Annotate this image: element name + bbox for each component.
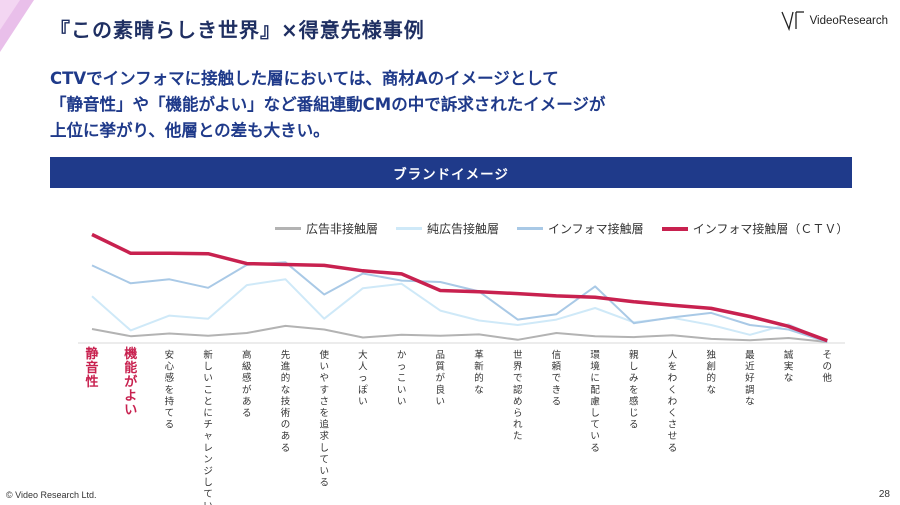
legend-item-4: インフォマ接触層（ＣＴＶ） (661, 220, 849, 237)
category-label-2: 機能がよい (124, 346, 137, 418)
category-label-7: 使いやすさを追求している (319, 349, 329, 489)
page-number: 28 (878, 489, 890, 500)
page-title: 『この素晴らしき世界』×得意先様事例 (50, 18, 425, 42)
category-label-19: 誠実な (784, 349, 794, 384)
legend-label-3: インフォマ接触層 (548, 222, 644, 236)
corner-accent-inner (0, 0, 20, 30)
legend-label-2: 純広告接触層 (427, 222, 500, 236)
category-label-16: 人をわくわくさせる (668, 350, 678, 454)
legend-label-4: インフォマ接触層（ＣＴＶ） (692, 222, 849, 236)
category-label-12: 世界で認められた (513, 349, 523, 442)
chart-legend: 広告非接触層 純広告接触層 インフォマ接触層 インフォマ接触層（ＣＴＶ） (275, 220, 848, 237)
legend-swatch-4 (661, 226, 688, 231)
category-label-20: その他 (823, 350, 833, 384)
legend-swatch-3 (517, 227, 544, 230)
category-label-1: 静音性 (85, 346, 98, 390)
category-label-6: 先進的な技術のある (281, 349, 291, 454)
logo-text: VideoResearch (809, 15, 888, 27)
series-line-3 (91, 261, 828, 343)
category-label-10: 品質が良い (436, 350, 446, 407)
headline: CTVでインフォマに接触した層においては、商材Aのイメージとして 「静音性」や「… (50, 66, 850, 144)
section-banner: ブランドイメージ (50, 157, 852, 188)
series-line-4 (91, 232, 828, 343)
brand-logo: VideoResearch (780, 10, 888, 32)
category-label-11: 革新的な (474, 349, 484, 396)
category-label-9: かっこいい (397, 350, 407, 407)
headline-line-3: 上位に挙がり、他層との差も大きい。 (50, 121, 330, 140)
headline-line-1: CTVでインフォマに接触した層においては、商材Aのイメージとして (50, 69, 559, 88)
legend-item-2: 純広告接触層 (396, 220, 499, 237)
legend-swatch-1 (275, 227, 301, 230)
legend-item-3: インフォマ接触層 (517, 220, 644, 237)
series-line-2 (91, 278, 828, 343)
legend-swatch-2 (396, 227, 423, 230)
category-label-14: 環境に配慮している (590, 350, 600, 454)
category-label-3: 安心感を持てる (165, 349, 175, 431)
category-label-18: 最近好調な (745, 350, 755, 407)
legend-item-1: 広告非接触層 (275, 220, 378, 237)
legend-label-1: 広告非接触層 (306, 222, 379, 236)
videoresearch-logo-icon (780, 11, 804, 32)
headline-line-2: 「静音性」や「機能がよい」など番組連動CMの中で訴求されたイメージが (50, 95, 606, 114)
banner-text: ブランドイメージ (393, 166, 509, 183)
category-label-13: 信頼できる (552, 349, 562, 407)
category-label-15: 親しみを感じる (629, 349, 639, 431)
category-label-4: 新しいことにチャレンジしている (203, 349, 213, 505)
category-label-17: 独創的な (706, 349, 716, 396)
category-label-8: 大人っぽい (358, 349, 368, 407)
category-label-5: 高級感がある (242, 349, 252, 419)
copyright: © Video Research Ltd. (6, 490, 97, 500)
series-line-1 (91, 324, 828, 343)
